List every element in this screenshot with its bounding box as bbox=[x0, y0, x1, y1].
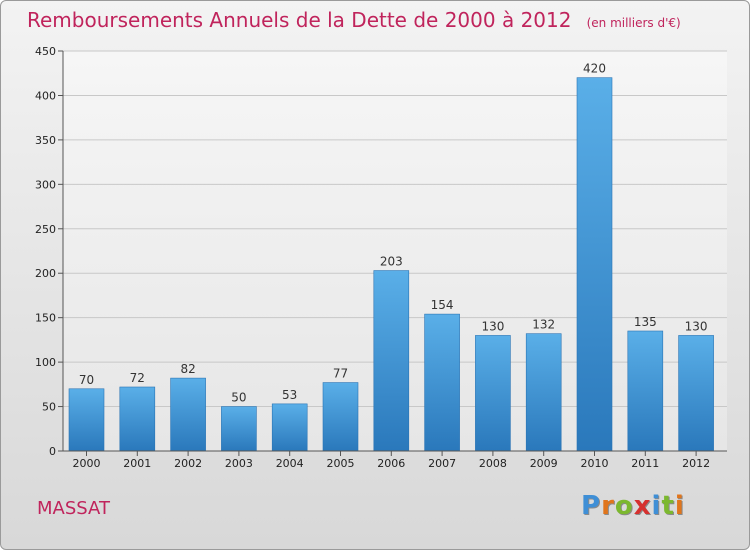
y-tick-label: 200 bbox=[35, 267, 56, 280]
x-tick-label: 2002 bbox=[174, 457, 202, 470]
bar bbox=[221, 406, 257, 452]
bar-value-label: 203 bbox=[380, 255, 403, 269]
bar bbox=[627, 330, 664, 452]
bar-value-label: 53 bbox=[282, 388, 297, 402]
x-axis: 2000 2001 2002 2003 2004 2005 2006 2007 2008 2009… bbox=[63, 450, 727, 470]
logo-letter: i bbox=[674, 491, 685, 521]
logo-letter: x bbox=[633, 491, 652, 521]
x-tick-label: 2009 bbox=[530, 457, 558, 470]
logo-letter: o bbox=[614, 491, 634, 521]
x-tick-label: 2008 bbox=[479, 457, 507, 470]
y-axis: 0 50 100 150 200 250 300 350 400 450 bbox=[35, 45, 64, 458]
bar-value-label: 130 bbox=[481, 319, 504, 333]
bar bbox=[576, 77, 613, 452]
y-tick-label: 400 bbox=[35, 89, 56, 102]
bar bbox=[424, 313, 460, 452]
y-tick-label: 250 bbox=[35, 223, 56, 236]
logo-letter: i bbox=[651, 491, 662, 521]
bar-value-label: 154 bbox=[431, 298, 454, 312]
bar bbox=[170, 377, 206, 452]
y-tick-label: 150 bbox=[35, 312, 56, 325]
x-tick-label: 2004 bbox=[276, 457, 304, 470]
logo-letter: t bbox=[661, 491, 675, 521]
x-tick-label: 2012 bbox=[682, 457, 710, 470]
bar bbox=[271, 403, 308, 452]
data-labels: 70 72 82 50 53 77 203 154 130 132 420 135 130 bbox=[79, 62, 708, 405]
x-tick-label: 2006 bbox=[377, 457, 405, 470]
bar-value-label: 130 bbox=[685, 319, 708, 333]
bar-value-label: 50 bbox=[231, 391, 246, 405]
chart-title-unit: (en milliers d'€) bbox=[586, 16, 681, 30]
bar bbox=[322, 382, 359, 452]
bar bbox=[373, 270, 410, 452]
y-tick-label: 0 bbox=[49, 445, 56, 458]
x-tick-label: 2000 bbox=[73, 457, 101, 470]
place-name: MASSAT bbox=[37, 498, 110, 519]
bar bbox=[475, 335, 511, 452]
bar-value-label: 77 bbox=[333, 367, 348, 381]
bars bbox=[68, 77, 714, 452]
bar-value-label: 70 bbox=[79, 373, 94, 387]
bar bbox=[525, 333, 562, 452]
logo-letter: r bbox=[601, 491, 615, 521]
bar-value-label: 82 bbox=[180, 362, 195, 376]
x-tick-label: 2011 bbox=[631, 457, 659, 470]
bar-value-label: 72 bbox=[130, 371, 145, 385]
y-tick-label: 300 bbox=[35, 178, 56, 191]
y-tick-label: 350 bbox=[35, 134, 56, 147]
bar bbox=[68, 388, 105, 452]
chart-title: Remboursements Annuels de la Dette de 20… bbox=[27, 8, 681, 32]
bar bbox=[119, 386, 156, 452]
chart-title-main: Remboursements Annuels de la Dette de 20… bbox=[27, 8, 572, 32]
x-tick-label: 2001 bbox=[123, 457, 151, 470]
logo-letter: P bbox=[581, 491, 602, 521]
x-tick-label: 2003 bbox=[225, 457, 253, 470]
x-tick-label: 2007 bbox=[428, 457, 456, 470]
y-tick-label: 100 bbox=[35, 356, 56, 369]
y-tick-label: 450 bbox=[35, 45, 56, 58]
proxiti-logo: Proxiti bbox=[581, 491, 685, 521]
bar-value-label: 420 bbox=[583, 62, 606, 76]
x-tick-label: 2010 bbox=[581, 457, 609, 470]
bar-value-label: 135 bbox=[634, 315, 657, 329]
bar-value-label: 132 bbox=[532, 318, 555, 332]
y-tick-label: 50 bbox=[42, 401, 56, 414]
x-tick-label: 2005 bbox=[327, 457, 355, 470]
bar bbox=[678, 335, 714, 452]
